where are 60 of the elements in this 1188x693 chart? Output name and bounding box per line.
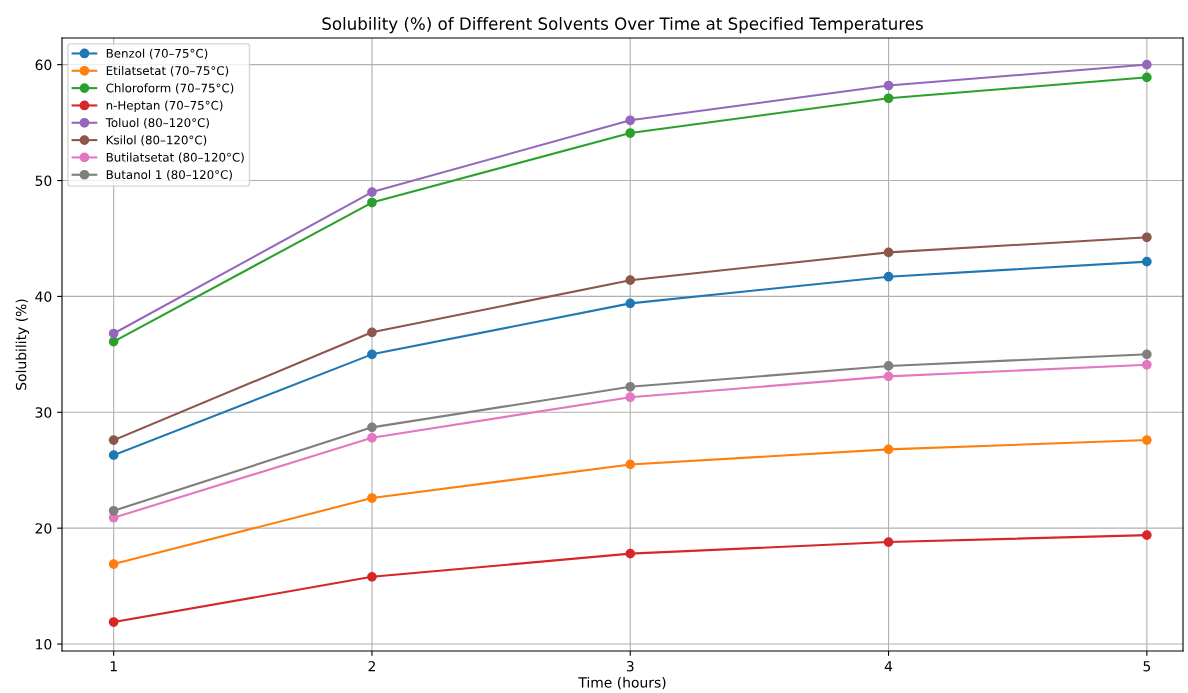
point xyxy=(883,537,894,547)
x-tick-label: 4 xyxy=(884,661,893,672)
point xyxy=(883,371,894,382)
point xyxy=(625,381,636,392)
y-tick-label: 50 xyxy=(35,175,52,187)
legend-label: n-Heptan (70–75°C) xyxy=(106,100,223,113)
y-tick-label: 20 xyxy=(35,523,52,534)
point xyxy=(883,444,894,455)
point xyxy=(108,328,119,339)
point xyxy=(883,271,894,282)
point xyxy=(1141,72,1152,83)
legend-label: Butanol 1 (80–120°C) xyxy=(106,169,232,181)
x-tick-label: 3 xyxy=(626,660,634,672)
point xyxy=(367,349,377,360)
x-tick-label: 2 xyxy=(368,660,375,672)
y-tick-label: 40 xyxy=(35,291,52,302)
point xyxy=(625,392,636,403)
point xyxy=(367,187,377,197)
legend-label: Ksilol (80–120°C) xyxy=(106,135,207,146)
y-tick-label: 10 xyxy=(36,639,52,650)
point xyxy=(883,93,894,104)
chart-title: Solubility (%) of Different Solvents Over Time at Specified Temperatures xyxy=(322,17,923,34)
point xyxy=(108,435,119,445)
point xyxy=(1141,232,1152,243)
x-axis-title: Time (hours) xyxy=(578,676,666,690)
y-axis-title: Solubility (%) xyxy=(15,299,30,390)
legend-label: Etilatsetat (70–75°C) xyxy=(106,65,229,77)
legend-label: Benzol (70–75°C) xyxy=(106,48,208,60)
point xyxy=(367,493,377,503)
point xyxy=(108,505,119,516)
y-tick-label: 30 xyxy=(35,407,52,418)
point xyxy=(367,327,377,338)
point xyxy=(1141,256,1152,267)
point xyxy=(367,422,377,433)
legend-label: Butilatsetat (80–120°C) xyxy=(106,152,244,164)
legend-label: Chloroform (70–75°C) xyxy=(106,83,234,94)
point xyxy=(1141,530,1152,540)
point xyxy=(108,559,119,569)
x-tick-label: 1 xyxy=(110,661,117,672)
point xyxy=(1141,359,1152,370)
point xyxy=(367,197,377,208)
point xyxy=(1141,59,1152,70)
point xyxy=(625,275,636,286)
point xyxy=(625,459,636,470)
x-tick-label: 5 xyxy=(1143,661,1151,672)
point xyxy=(625,115,636,126)
legend-label: Toluol (80–120°C) xyxy=(105,117,209,129)
point xyxy=(883,80,894,91)
point xyxy=(108,617,119,627)
point xyxy=(625,128,636,138)
y-tick-label: 60 xyxy=(35,59,52,71)
point xyxy=(625,298,636,309)
point xyxy=(108,450,119,461)
point xyxy=(883,247,894,258)
point xyxy=(367,432,377,443)
point xyxy=(367,571,377,582)
point xyxy=(883,361,894,371)
point xyxy=(1141,435,1152,445)
point xyxy=(625,548,636,559)
point xyxy=(1141,349,1152,360)
